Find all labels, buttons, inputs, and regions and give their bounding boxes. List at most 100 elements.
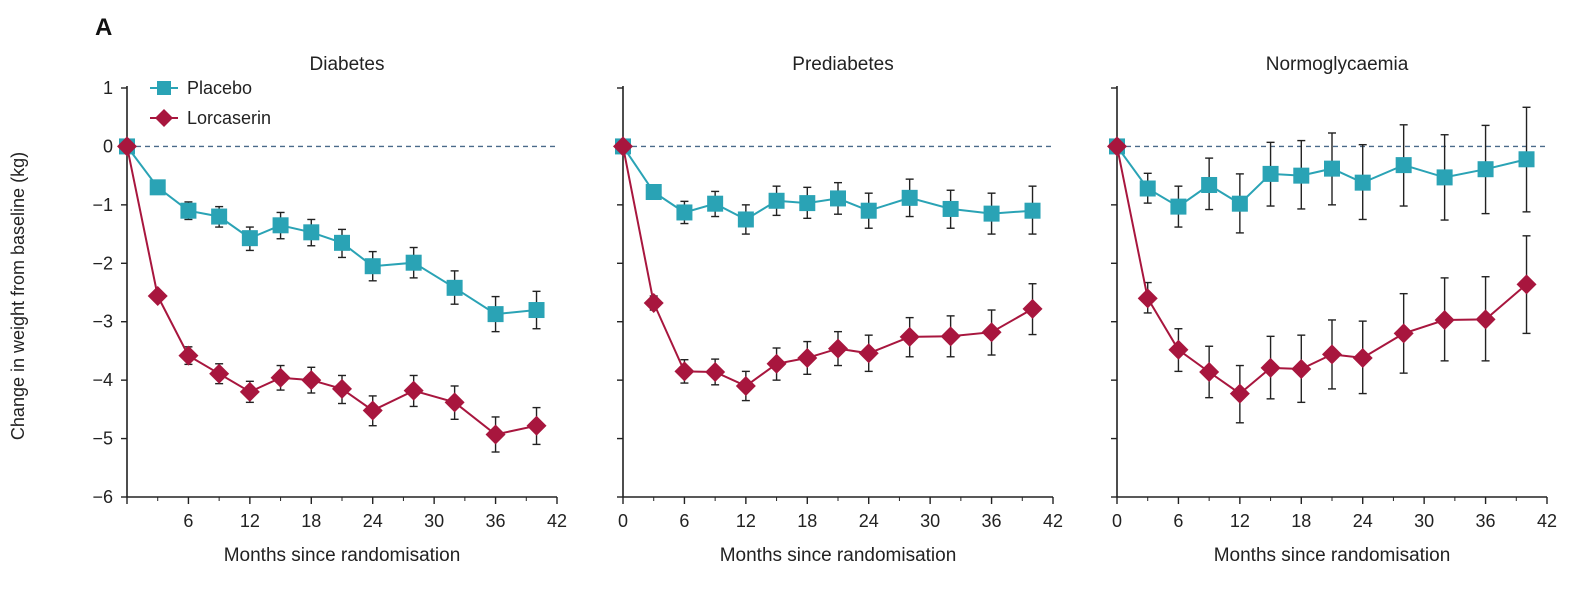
x-tick-label: 24 [859,511,879,531]
data-point [1229,383,1250,404]
y-tick-label: −3 [92,312,113,332]
x-tick-label: 18 [301,511,321,531]
data-point [768,192,785,209]
x-axis-label: Months since randomisation [1214,545,1451,566]
data-point [942,200,959,217]
panel-prediabetes: Prediabetes 0 6 12 18 24 30 36 42 Months since ra… [613,54,1063,566]
x-tick-label: 0 [618,511,628,531]
x-tick-label: 30 [1414,511,1434,531]
x-tick-label: 12 [736,511,756,531]
data-point [1322,344,1342,365]
y-tick-label: −4 [92,370,113,390]
series-line [622,146,1033,388]
data-point [1516,274,1537,295]
y-tick-label: 0 [103,136,113,156]
data-point [1137,288,1158,309]
x-tick-label: 0 [1112,511,1122,531]
legend-placebo-label: Placebo [187,78,252,98]
x-tick-label: 18 [797,511,817,531]
panel-title: Diabetes [310,54,385,75]
x-axis-label: Months since randomisation [224,545,461,566]
panel-title: Normoglycaemia [1266,54,1409,75]
data-point [1436,169,1453,186]
data-point [1291,359,1312,380]
x-tick-label: 36 [1476,511,1496,531]
panel-title: Prediabetes [792,54,893,75]
data-point [405,254,422,271]
data-point [1201,176,1218,193]
legend: Placebo Lorcaserin [150,78,271,128]
data-point [403,380,424,401]
y-axis-label: Change in weight from baseline (kg) [8,152,28,440]
x-axis-label: Months since randomisation [720,545,957,566]
data-point [334,234,350,251]
y-tick-label: −5 [92,429,113,449]
data-point [1139,180,1156,197]
data-point [1434,309,1455,330]
data-point [1260,357,1281,378]
data-point [528,302,545,319]
series-line [126,145,537,316]
data-point [981,322,1002,343]
x-tick-label: 24 [363,511,383,531]
data-point [444,392,465,413]
data-point [830,190,846,207]
data-point [117,136,137,157]
data-point [737,211,754,228]
series-lorcaserin [117,136,547,453]
data-point [485,424,506,445]
x-tick-label: 12 [1230,511,1250,531]
series-placebo [119,138,545,333]
data-point [1354,174,1371,191]
x-tick-label: 30 [424,511,444,531]
data-point [1293,167,1310,184]
data-point [241,230,258,247]
panel-diabetes: Diabetes 1 0 −1 −2 −3 −4 −5 −6 6 12 18 24 30 36 42 Month… [92,54,567,566]
data-point [1518,151,1535,168]
x-tick-label: 42 [1537,511,1557,531]
series-line [126,146,537,436]
data-point [239,381,260,402]
data-point [676,204,693,221]
data-point [797,347,818,368]
data-point [149,179,166,196]
y-tick-label: 1 [103,78,113,98]
data-point [674,361,695,382]
series-lorcaserin [1107,136,1537,424]
x-tick-label: 42 [547,511,567,531]
data-point [983,205,1000,222]
data-point [1022,298,1043,319]
x-tick-label: 24 [1353,511,1373,531]
data-point [211,208,228,225]
x-tick-label: 18 [1291,511,1311,531]
data-point [643,293,664,314]
data-point [766,353,787,374]
data-point [178,345,199,366]
data-point [899,326,920,347]
data-point [446,279,463,296]
data-point [270,367,291,388]
x-tick-label: 30 [920,511,940,531]
data-point [901,189,918,206]
panel-normoglycaemia: Normoglycaemia 0 6 12 18 24 30 36 42 Months since… [1107,54,1557,566]
data-point [364,258,381,275]
data-point [1024,202,1041,219]
data-point [1393,323,1414,344]
data-point [332,378,352,399]
data-point [1199,361,1220,382]
data-point [1231,195,1248,212]
data-point [735,375,756,396]
data-point [645,184,662,201]
data-point [858,343,879,364]
data-point [1477,161,1494,178]
data-point [526,415,547,436]
data-point [180,202,197,219]
data-point [301,370,322,391]
data-point [1107,136,1127,157]
data-point [1475,309,1496,330]
data-point [147,286,168,307]
data-point [1262,165,1279,182]
x-tick-label: 6 [183,511,193,531]
series-placebo [1109,106,1535,234]
